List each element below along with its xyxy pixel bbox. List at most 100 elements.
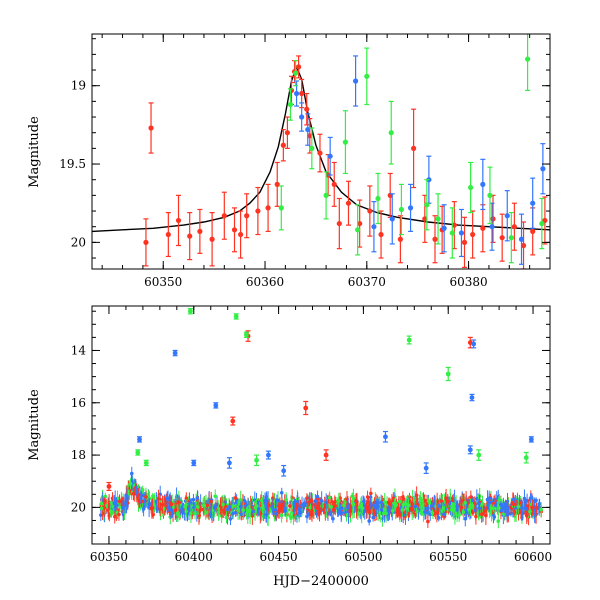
band-point — [455, 504, 459, 509]
data-point — [135, 450, 141, 455]
data-point — [490, 216, 496, 222]
data-point — [284, 130, 291, 136]
band-point — [395, 510, 399, 514]
data-point — [278, 205, 284, 211]
band-point — [283, 506, 287, 511]
band-point — [523, 507, 528, 511]
data-point — [432, 236, 438, 242]
data-point — [292, 70, 299, 76]
band-point — [176, 510, 180, 515]
data-point — [364, 73, 370, 79]
data-point — [480, 181, 486, 187]
band-point — [266, 515, 270, 520]
band-point — [382, 500, 387, 505]
bottom-panel-ticks: 60350 60400 60450 60500 60550 60600 14 16 18 20 — [71, 306, 552, 564]
band-point — [387, 502, 392, 506]
band-point — [231, 504, 235, 508]
bottom-panel-frame — [91, 305, 551, 545]
band-point — [213, 494, 218, 498]
band-point — [251, 509, 255, 514]
band-point — [131, 492, 136, 496]
band-point — [516, 504, 521, 509]
band-point — [430, 511, 435, 515]
y-tick-label: 19.5 — [59, 157, 86, 171]
data-point — [299, 114, 305, 120]
band-point — [310, 508, 314, 513]
x-tick-label: 60350 — [90, 550, 128, 564]
data-point — [355, 227, 361, 233]
band-point — [400, 508, 405, 512]
data-point — [323, 452, 329, 458]
band-point — [419, 510, 424, 514]
data-point — [303, 405, 309, 411]
band-point — [144, 495, 148, 499]
band-point — [184, 509, 189, 514]
band-point — [169, 502, 174, 507]
band-point — [188, 501, 193, 506]
band-point — [336, 511, 341, 515]
band-point — [379, 508, 384, 512]
x-tick-label: 60450 — [259, 550, 297, 564]
band-point — [319, 499, 324, 503]
band-point — [270, 504, 274, 509]
band-point — [150, 506, 155, 510]
band-point — [414, 493, 419, 498]
data-point — [106, 484, 112, 489]
data-point — [487, 192, 493, 198]
data-point — [309, 145, 315, 151]
band-point — [239, 512, 244, 517]
band-point — [471, 510, 475, 514]
x-tick-label: 60400 — [175, 550, 213, 564]
band-point — [154, 499, 159, 504]
band-point — [375, 501, 380, 505]
band-point — [346, 504, 350, 509]
data-point — [406, 337, 412, 343]
band-point — [482, 509, 486, 514]
band-point — [505, 506, 510, 510]
data-point — [165, 231, 171, 238]
band-point — [520, 510, 525, 515]
band-point — [140, 487, 145, 492]
band-point — [348, 508, 353, 512]
band-point — [136, 492, 141, 497]
y-tick-label: 19 — [71, 79, 86, 93]
band-point — [429, 504, 434, 508]
band-point — [426, 519, 430, 524]
data-point — [227, 460, 232, 466]
data-point — [287, 101, 294, 108]
y-tick-label: 16 — [71, 396, 86, 410]
band-point — [445, 499, 450, 503]
band-point — [397, 512, 402, 517]
data-point — [143, 239, 149, 245]
band-point — [439, 499, 444, 503]
data-point — [172, 350, 178, 356]
band-point — [187, 507, 191, 511]
x-tick-label: 60500 — [344, 550, 382, 564]
band-point — [484, 513, 488, 518]
band-point — [530, 505, 535, 510]
data-point — [499, 235, 505, 241]
band-point — [205, 503, 210, 508]
data-point — [230, 418, 236, 424]
band-point — [339, 510, 344, 515]
data-point — [449, 230, 455, 236]
band-point — [372, 503, 376, 508]
data-point — [255, 208, 261, 214]
band-point — [302, 502, 307, 506]
data-point — [424, 202, 430, 208]
x-tick-label: 60380 — [449, 275, 487, 289]
data-point — [353, 78, 359, 84]
y-tick-label: 14 — [71, 343, 87, 357]
data-point — [528, 436, 534, 442]
data-point — [523, 455, 529, 461]
top-panel-data — [92, 34, 550, 269]
band-point — [315, 504, 320, 508]
y-tick-label: 18 — [71, 448, 86, 462]
data-point — [518, 236, 525, 242]
top-panel-ticks: 60350 60360 60370 60380 19 19.5 20 — [59, 34, 551, 289]
band-point — [423, 509, 427, 514]
band-point — [208, 512, 213, 517]
band-point — [127, 491, 132, 496]
band-point — [480, 502, 485, 506]
